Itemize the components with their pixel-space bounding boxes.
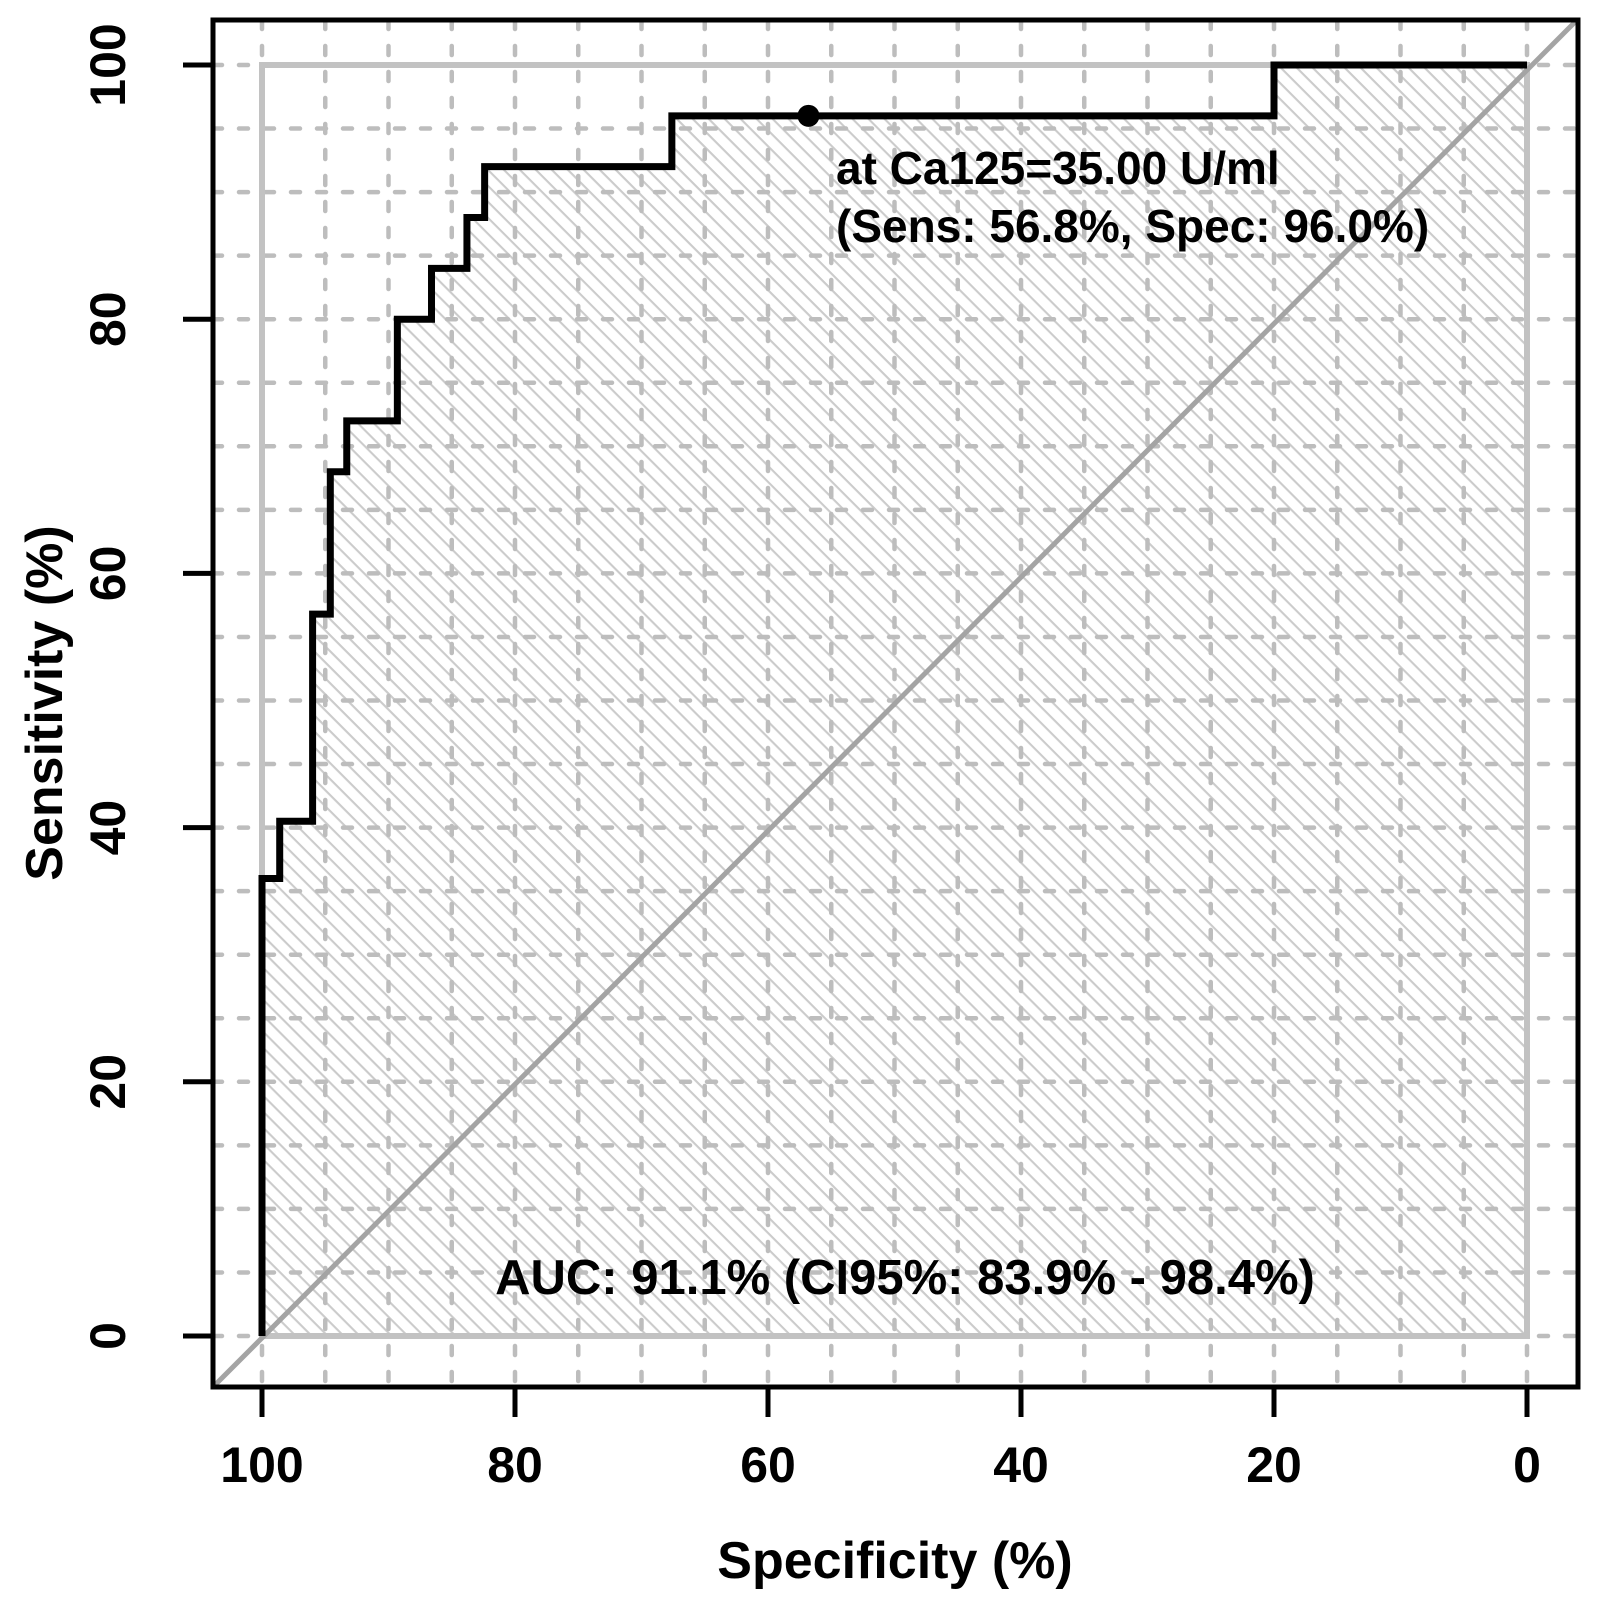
y-tick-label: 40	[80, 800, 136, 856]
chance-diagonal-line	[211, 18, 1579, 1389]
threshold-point-dot	[797, 104, 820, 127]
y-tick-label: 60	[80, 546, 136, 602]
x-tick-label: 40	[993, 1437, 1049, 1493]
auc-annotation: AUC: 91.1% (CI95%: 83.9% - 98.4%)	[495, 1251, 1315, 1305]
axes-and-ticks	[183, 17, 1581, 1417]
y-axis-title: Sensitivity (%)	[16, 525, 74, 880]
x-tick-label: 0	[1513, 1437, 1541, 1493]
y-tick-label: 20	[80, 1054, 136, 1110]
y-tick-label: 80	[80, 291, 136, 347]
roc-curve-layer	[258, 61, 1527, 1336]
x-axis-title: Specificity (%)	[717, 1532, 1072, 1590]
data-range-box	[259, 62, 1530, 1339]
x-tick-label: 80	[487, 1437, 543, 1493]
tick-labels: 100 80 60 40 20 0 0 20 40 60 80 100	[80, 23, 1541, 1493]
reference-lines	[211, 18, 1579, 1389]
plot-border	[210, 17, 1581, 1390]
x-tick-label: 60	[740, 1437, 796, 1493]
x-tick-label: 20	[1246, 1437, 1302, 1493]
y-tick-label: 100	[80, 23, 136, 106]
y-tick-label: 0	[80, 1322, 136, 1350]
x-tick-label: 100	[220, 1437, 303, 1493]
roc-curve	[258, 61, 1527, 1336]
threshold-annotation-line1: at Ca125=35.00 U/ml	[836, 142, 1280, 194]
gridlines	[210, 17, 1581, 1390]
threshold-annotation-line2: (Sens: 56.8%, Spec: 96.0%)	[836, 200, 1429, 252]
